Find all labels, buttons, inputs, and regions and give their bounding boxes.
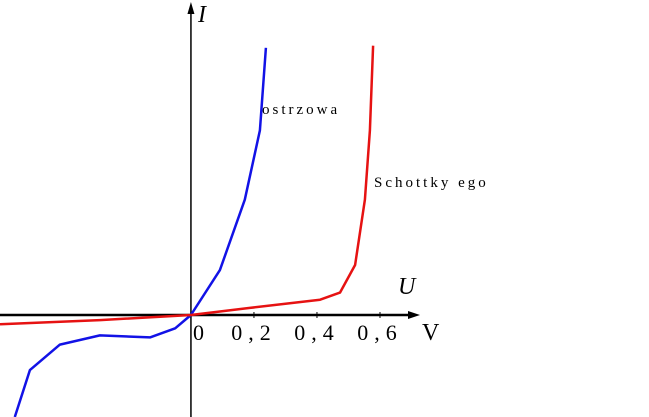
- x-tick-label: 0: [193, 320, 210, 345]
- x-axis-unit: V: [422, 320, 440, 346]
- x-axis-label: U: [398, 274, 417, 300]
- y-axis-label: I: [197, 2, 207, 28]
- series-line: [13, 47, 268, 417]
- annotation: ostrzowa: [262, 102, 340, 118]
- x-tick-label: 0,2: [231, 320, 277, 345]
- x-axis-arrow: [408, 311, 420, 319]
- x-tick-label: 0,4: [294, 320, 340, 345]
- series-line: [0, 45, 375, 326]
- x-tick-label: 0,6: [357, 320, 403, 345]
- y-axis-arrow: [187, 2, 195, 14]
- annotation: Schottky ego: [374, 175, 489, 191]
